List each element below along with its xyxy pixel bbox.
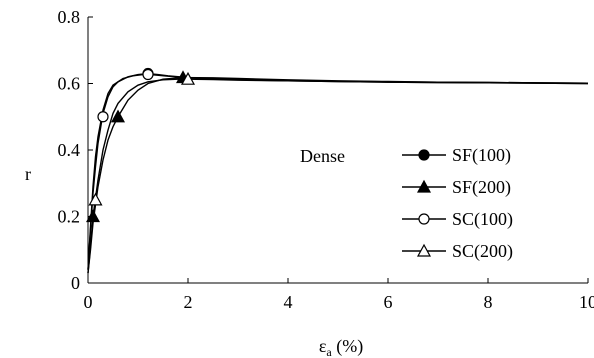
- x-tick-label: 4: [284, 292, 293, 312]
- data-point-sc-100: [142, 68, 154, 81]
- legend-label-sc-100: SC(100): [452, 209, 513, 230]
- y-tick-label: 0.8: [58, 7, 81, 27]
- y-axis-label: r: [25, 164, 31, 184]
- legend-marker-sf-100: [418, 149, 430, 161]
- x-axis-label: εa (%): [319, 336, 363, 358]
- legend-label-sf-100: SF(100): [452, 145, 511, 166]
- data-point-sc-200: [88, 192, 103, 206]
- y-tick-label: 0: [71, 273, 80, 293]
- y-tick-label: 0.6: [58, 74, 81, 94]
- x-axis-label-rest: (%): [332, 336, 363, 357]
- legend-marker-sf-200: [416, 179, 432, 193]
- x-tick-label: 2: [184, 292, 193, 312]
- x-tick-label: 10: [579, 292, 594, 312]
- data-point-sc-100: [97, 111, 109, 123]
- y-tick-label: 0.2: [58, 207, 81, 227]
- data-point-sc-200: [180, 71, 196, 85]
- legend: SF(100) SF(200) SC(100) SC(200): [402, 145, 513, 262]
- legend-marker-sc-100: [418, 213, 430, 225]
- x-axis-label-sub: a: [326, 345, 332, 358]
- axes: 0 2 4 6 8 10 0 0.2 0.4 0.6 0.8: [58, 7, 594, 312]
- y-tick-label: 0.4: [58, 140, 81, 160]
- dense-annotation: Dense: [300, 146, 345, 166]
- x-axis-label-main: ε: [319, 336, 327, 356]
- x-tick-label: 0: [84, 292, 93, 312]
- legend-label-sf-200: SF(200): [452, 177, 511, 198]
- data-point-sf-200: [110, 109, 126, 123]
- series-line-sc-200: [87, 78, 589, 274]
- legend-label-sc-200: SC(200): [452, 241, 513, 262]
- legend-marker-sc-200: [416, 243, 432, 257]
- x-tick-label: 8: [484, 292, 493, 312]
- x-tick-label: 6: [384, 292, 393, 312]
